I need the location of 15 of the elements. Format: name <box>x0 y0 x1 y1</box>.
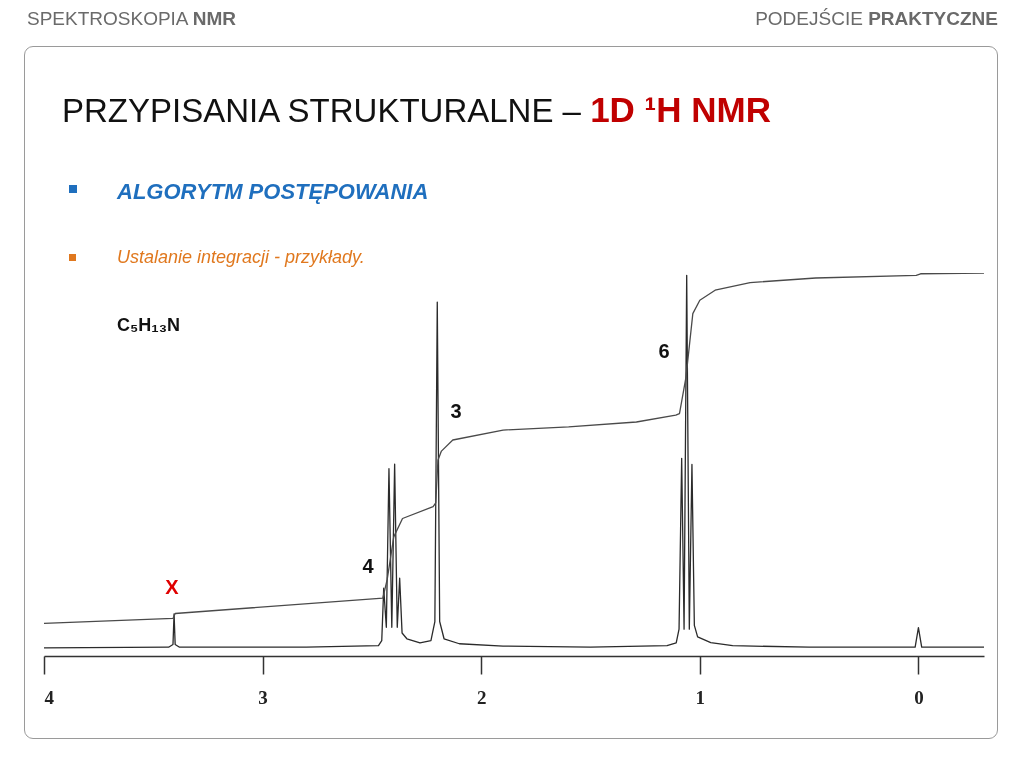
annotation: X <box>165 576 179 598</box>
text: Ustalanie integracji - przykłady. <box>117 247 365 268</box>
x-tick-label: 4 <box>44 686 55 708</box>
annotation: 4 <box>362 555 374 577</box>
x-tick-label: 3 <box>258 686 268 708</box>
x-tick-label: 0 <box>914 686 924 708</box>
annotation: C₅H₁₃N <box>117 315 181 336</box>
annotation: 3 <box>450 400 462 422</box>
chart-title: PRZYPISANIA STRUKTURALNE – 1D ¹H NMR <box>62 90 771 131</box>
x-tick-label: 2 <box>476 686 487 708</box>
chart-subtitle: ALGORYTM POSTĘPOWANIA <box>117 179 429 205</box>
text: PODEJŚCIE PRAKTYCZNE <box>755 8 998 30</box>
annotation: 6 <box>658 340 670 362</box>
x-tick-label: 1 <box>695 686 706 708</box>
text: SPEKTROSKOPIA NMR <box>27 8 237 30</box>
